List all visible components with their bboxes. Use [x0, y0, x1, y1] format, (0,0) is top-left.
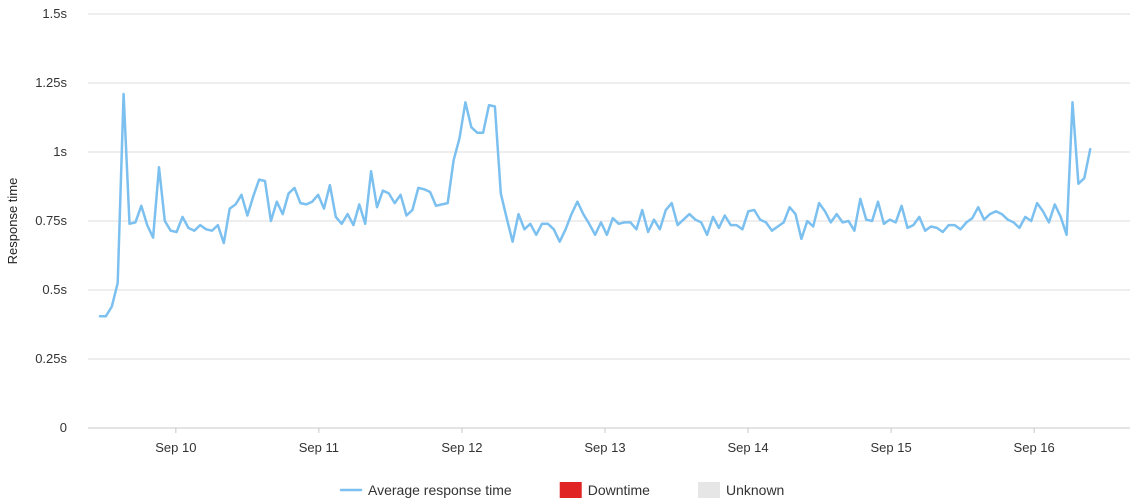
grid-lines [88, 13, 1130, 429]
x-tick-label: Sep 12 [441, 440, 482, 455]
y-tick-label: 0 [60, 420, 67, 435]
y-tick-label: 1.5s [42, 6, 67, 21]
x-tick-label: Sep 16 [1014, 440, 1055, 455]
legend[interactable]: Average response time Downtime Unknown [339, 482, 784, 498]
x-tick-label: Sep 11 [299, 440, 339, 455]
legend-label: Downtime [588, 482, 650, 498]
legend-item[interactable]: Average response time [339, 482, 512, 498]
x-tick-label: Sep 14 [727, 440, 768, 455]
x-axis-ticks: Sep 10 Sep 11 Sep 12 Sep 13 Sep 14 Sep 15 Sep … [155, 428, 1055, 455]
x-tick-label: Sep 15 [870, 440, 911, 455]
y-axis-title: Response time [5, 178, 20, 265]
legend-item[interactable]: Downtime [559, 482, 650, 498]
y-tick-label: 1.25s [35, 75, 67, 90]
y-tick-label: 1s [53, 144, 67, 159]
y-tick-label: 0.25s [35, 351, 67, 366]
legend-label: Unknown [726, 482, 784, 498]
legend-box-swatch [697, 482, 720, 498]
y-axis-ticks: 0 0.25s 0.5s 0.75s 1s 1.25s 1.5s [35, 6, 67, 435]
x-tick-label: Sep 10 [155, 440, 196, 455]
series-layer [98, 92, 1092, 318]
y-tick-label: 0.5s [42, 282, 67, 297]
series-line-0 [98, 92, 1092, 318]
legend-item[interactable]: Unknown [697, 482, 784, 498]
legend-box-swatch [559, 482, 582, 498]
legend-label: Average response time [368, 482, 512, 498]
x-tick-label: Sep 13 [584, 440, 625, 455]
y-tick-label: 0.75s [35, 213, 67, 228]
